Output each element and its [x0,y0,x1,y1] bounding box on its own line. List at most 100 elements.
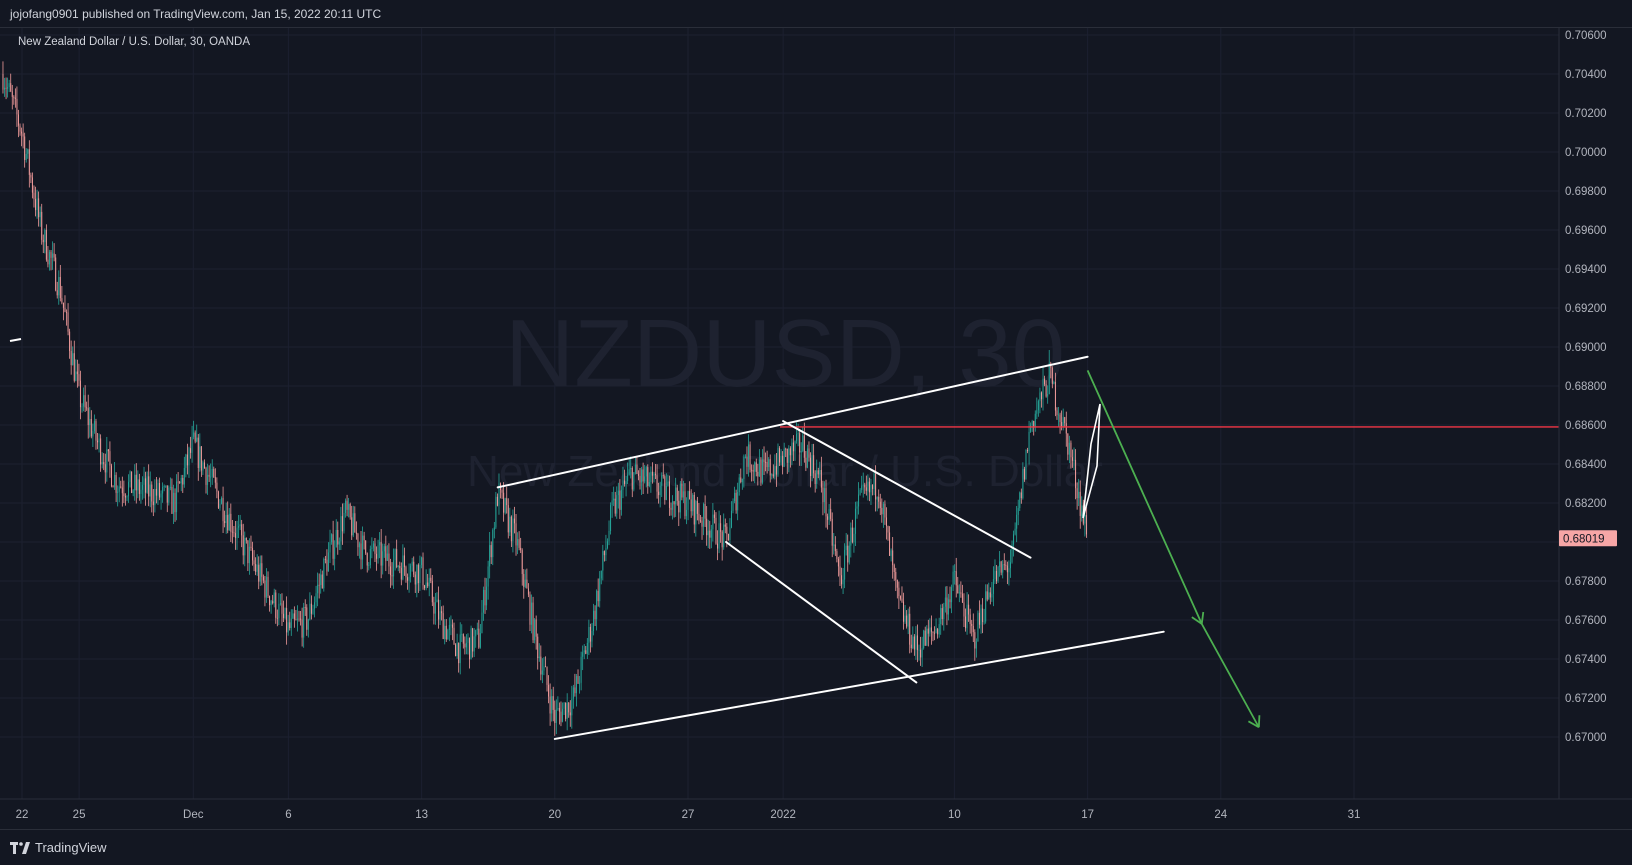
candle-body [534,619,536,641]
peak-sketch-line[interactable] [1082,403,1101,519]
footer-bar: TradingView [0,829,1632,865]
candle-body [1020,492,1022,499]
watermark-name: New Zealand Dollar / U.S. Dollar [467,447,1103,496]
candle-body [732,501,734,511]
candle-body [281,603,283,614]
candle-body [13,96,15,98]
candle-body [571,698,573,716]
wedge-lower-trendline[interactable] [725,541,918,684]
candle-body [709,530,711,538]
candle-body [79,380,81,408]
candle-body [208,474,210,477]
candle-body [583,650,585,653]
candle-body [916,635,918,650]
candle-body [58,277,60,296]
price-tick-label: 0.70200 [1565,108,1607,120]
channel-lower-trendline[interactable] [553,630,1165,740]
candle-body [53,253,55,258]
candle-body [267,576,269,597]
candle-body [760,459,762,483]
time-axis[interactable]: 22 25 Dec 6 13 20 27 2022 10 17 24 31 [16,809,1361,821]
drawings[interactable] [9,338,1559,740]
candle-body [245,537,247,541]
candle-body [566,702,568,719]
candle-body [8,83,10,87]
candle-body [619,490,621,510]
candle-body [1000,561,1002,573]
candle-body [789,448,791,456]
candle-body [307,619,309,630]
candle-body [986,591,988,600]
candle-body [704,504,706,519]
wedge-upper-trendline[interactable] [782,420,1032,559]
candle-body [659,485,661,496]
candle-body [451,624,453,628]
candle-body [498,483,500,506]
candle-body [52,253,54,258]
candle-body [458,642,460,664]
candle-body [25,153,27,160]
candle-body [433,602,435,614]
candle-body [630,467,632,470]
candle-body [506,498,508,506]
candle-body [298,618,300,620]
candle-body [50,251,52,258]
candle-body [737,491,739,511]
left-edge-marker[interactable] [9,338,22,342]
candle-body [42,239,44,243]
candle-body [944,597,946,607]
tradingview-logo-icon [10,841,30,854]
candle-body [870,485,872,493]
tradingview-brand[interactable]: TradingView [10,840,107,855]
candle-body [642,469,644,482]
candle-body [312,608,314,614]
candle-body [985,591,987,622]
candle-body [247,540,249,564]
candle-body [997,566,999,582]
candle-body [124,496,126,498]
candle-body [242,535,244,556]
candle-body [531,602,533,625]
candle-body [943,606,945,620]
candle-body [70,351,72,366]
candle-body [606,541,608,549]
chart-area[interactable]: NZDUSD, 30 New Zealand Dollar / U.S. Dol… [0,28,1632,829]
price-tick-label: 0.67000 [1565,732,1607,744]
candle-body [675,487,677,505]
candle-body [681,483,683,498]
candle-body [301,619,303,638]
candle-body [107,449,109,452]
candle-body [138,479,140,494]
candle-body [899,596,901,599]
candle-body [487,566,489,587]
price-tick-label: 0.70400 [1565,69,1607,81]
candle-body [771,474,773,476]
channel-upper-trendline[interactable] [496,355,1089,489]
candle-body [379,542,381,546]
candle-body [188,448,190,466]
candle-body [1053,381,1055,384]
candle-body [1067,433,1069,455]
candle-body [317,584,319,594]
candle-body [352,513,354,536]
candle-body [672,501,674,510]
candle-body [48,251,50,265]
candle-body [941,608,943,620]
candle-body [141,484,143,490]
candle-body [258,564,260,582]
candle-body [221,498,223,504]
candle-body [800,450,802,453]
candle-body [72,353,74,366]
candle-body [78,374,80,381]
candle-body [1040,392,1042,400]
candle-body [17,114,19,126]
candle-body [602,551,604,571]
candle-body [2,74,4,90]
candle-body [75,371,77,381]
time-tick-label: 31 [1348,809,1361,821]
candle-body [250,546,252,549]
price-chart[interactable]: NZDUSD, 30 New Zealand Dollar / U.S. Dol… [0,28,1632,829]
candle-body [349,504,351,518]
candle-body [41,211,43,240]
candle-body [481,612,483,634]
